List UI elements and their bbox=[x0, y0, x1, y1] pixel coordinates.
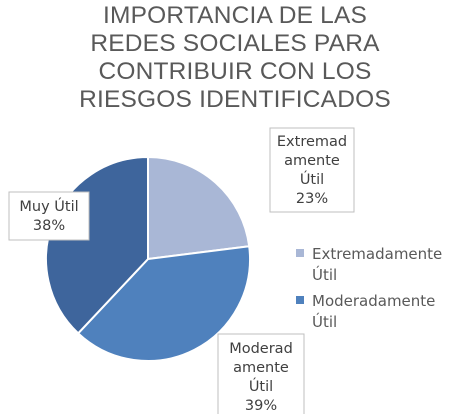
pie-slice-extremadamente-util bbox=[147, 155, 251, 261]
legend-label: Moderadamente bbox=[312, 292, 435, 310]
legend-swatch bbox=[296, 249, 304, 257]
data-label-text: Muy Útil bbox=[19, 197, 78, 215]
data-label-text: amente bbox=[284, 153, 340, 169]
chart-title-line: IMPORTANCIA DE LAS bbox=[102, 2, 368, 29]
data-label-text: Extremad bbox=[277, 134, 347, 150]
data-label-text: Moderad bbox=[229, 341, 293, 357]
pie-slices bbox=[45, 155, 251, 362]
data-label-text: 38% bbox=[33, 218, 65, 234]
legend-swatch bbox=[296, 296, 304, 304]
legend-label: Útil bbox=[312, 265, 337, 284]
legend: Extremadamente Útil Moderadamente Útil bbox=[296, 245, 442, 331]
data-labels: ExtremadamenteÚtil23%ModeradamenteÚtil39… bbox=[8, 127, 355, 414]
pie-slice-moderadamente-util bbox=[76, 245, 251, 362]
data-label-text: 39% bbox=[245, 398, 277, 414]
legend-label: Útil bbox=[312, 312, 337, 331]
data-label-text: Útil bbox=[249, 377, 273, 395]
data-label-text: Útil bbox=[300, 170, 324, 188]
data-label-text: 23% bbox=[296, 191, 328, 207]
chart-title: IMPORTANCIA DE LAS REDES SOCIALES PARA C… bbox=[0, 2, 470, 114]
data-label-text: amente bbox=[233, 360, 289, 376]
data-label-box bbox=[217, 333, 305, 414]
chart-title-line: REDES SOCIALES PARA bbox=[90, 30, 380, 57]
chart-title-line: CONTRIBUIR CON LOS bbox=[98, 58, 372, 85]
legend-label: Extremadamente bbox=[312, 245, 442, 263]
data-label-box bbox=[8, 191, 90, 241]
data-label-box bbox=[269, 127, 355, 213]
chart-title-line: RIESGOS IDENTIFICADOS bbox=[79, 86, 391, 113]
